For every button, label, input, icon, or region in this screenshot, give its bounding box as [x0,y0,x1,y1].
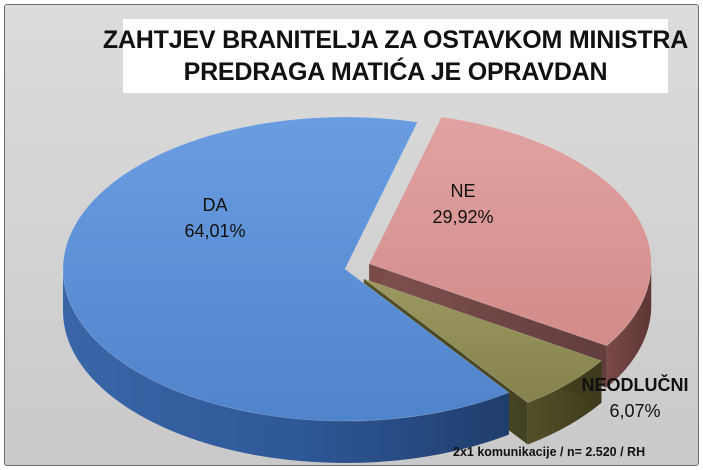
pie-slice-da [62,116,510,422]
pie-side-da [63,269,509,464]
chart-title-line-1: ZAHTJEV BRANITELJA ZA OSTAVKOM MINISTRA [102,26,689,54]
slice-label-da: DA [202,195,227,215]
pie-side-ne [606,263,652,388]
chart-frame: ZAHTJEV BRANITELJA ZA OSTAVKOM MINISTRA … [4,4,699,466]
slice-value-da: 64,01% [184,221,245,241]
footnote-source: 2x1 komunikacije / n= 2.520 / RH [453,445,646,459]
chart-title: ZAHTJEV BRANITELJA ZA OSTAVKOM MINISTRA … [103,19,688,93]
pie-slice-neodluni [363,278,603,404]
slice-value-ne: 29,92% [432,207,493,227]
pie-chart: NE 29,92% NEODLUČNI 6,07% DA 64,01% [62,116,689,464]
slice-label-neodluni: NEODLUČNI [582,374,689,395]
pie-slice-ne [368,116,652,347]
slice-value-neodluni: 6,07% [609,401,660,421]
slice-label-ne: NE [450,181,475,201]
chart-title-line-2: PREDRAGA MATIĆA JE OPRAVDAN [183,58,608,86]
